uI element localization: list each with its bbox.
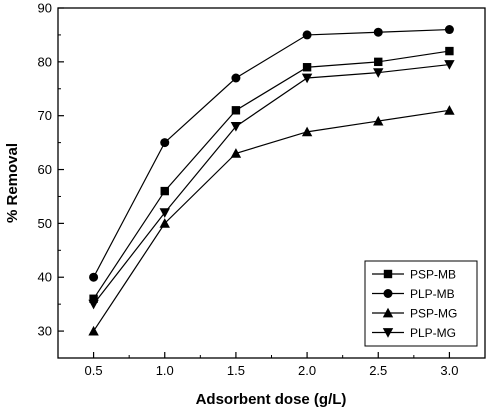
- data-point-plp-mg: [373, 68, 384, 78]
- legend-marker-psp-mg: [382, 307, 394, 318]
- y-tick-label: 30: [38, 324, 52, 339]
- series-layer: [88, 25, 455, 336]
- series-line-psp-mg: [93, 109, 450, 332]
- series-psp-mb: [89, 46, 454, 303]
- x-tick-label: 2.5: [369, 363, 387, 378]
- data-point-plp-mg: [301, 73, 313, 84]
- legend-label-psp-mg: PSP-MG: [410, 307, 457, 321]
- x-axis-title: Adsorbent dose (g/L): [196, 391, 347, 408]
- legend-label-plp-mg: PLP-MG: [410, 326, 456, 340]
- data-point-psp-mb: [89, 294, 98, 303]
- data-point-plp-mb: [160, 138, 170, 148]
- data-point-psp-mg: [230, 148, 242, 158]
- x-tick-label: 1.5: [227, 363, 245, 378]
- data-point-psp-mb: [445, 46, 454, 56]
- y-tick-label: 60: [38, 162, 52, 177]
- data-point-plp-mg: [159, 208, 170, 218]
- data-point-plp-mb: [89, 272, 99, 282]
- data-point-plp-mb: [231, 73, 241, 83]
- y-axis-ticks: 30 40 50 60 70 80 90: [38, 1, 64, 359]
- data-point-psp-mg: [88, 325, 99, 336]
- data-point-psp-mg: [159, 218, 170, 228]
- x-axis-ticks: 0.5 1.0 1.5 2.0 2.5 3.0: [57, 352, 486, 378]
- data-point-psp-mb: [231, 106, 241, 115]
- y-tick-label: 80: [38, 54, 52, 69]
- legend-label-plp-mb: PLP-MB: [410, 287, 455, 301]
- legend-marker-plp-mb: [383, 289, 393, 298]
- data-point-psp-mg: [373, 115, 384, 126]
- data-point-psp-mb: [160, 186, 169, 196]
- data-point-plp-mg: [444, 60, 455, 70]
- legend-marker-plp-mg: [382, 328, 394, 338]
- data-point-plp-mb: [302, 30, 312, 40]
- x-tick-label: 1.0: [156, 363, 174, 378]
- y-axis-title: % Removal: [4, 143, 21, 223]
- series-plp-mg: [88, 60, 455, 310]
- series-line-plp-mb: [93, 28, 450, 278]
- y-tick-label: 50: [38, 216, 52, 231]
- series-line-psp-mb: [93, 50, 450, 300]
- x-tick-label: 0.5: [85, 363, 103, 378]
- y-tick-label: 40: [38, 270, 52, 285]
- legend-marker-psp-mb: [383, 269, 393, 279]
- series-psp-mg: [88, 105, 455, 336]
- data-point-plp-mb: [373, 27, 383, 37]
- data-point-psp-mg: [444, 105, 455, 115]
- data-point-psp-mb: [374, 57, 383, 67]
- legend: PSP-MB PLP-MB PSP-MG PLP-MG: [364, 260, 478, 347]
- legend-label-psp-mb: PSP-MB: [410, 268, 456, 282]
- data-point-plp-mg: [88, 299, 99, 310]
- y-tick-label: 70: [38, 108, 52, 123]
- legend-box: [364, 260, 478, 347]
- x-tick-label: 2.0: [298, 363, 316, 378]
- data-point-psp-mg: [301, 126, 313, 137]
- series-line-plp-mg: [93, 63, 450, 305]
- x-tick-label: 3.0: [440, 363, 458, 378]
- data-point-plp-mb: [444, 25, 454, 35]
- data-point-plp-mg: [230, 122, 242, 132]
- data-point-psp-mb: [302, 63, 312, 72]
- series-plp-mb: [89, 25, 454, 282]
- y-tick-label: 90: [38, 1, 52, 16]
